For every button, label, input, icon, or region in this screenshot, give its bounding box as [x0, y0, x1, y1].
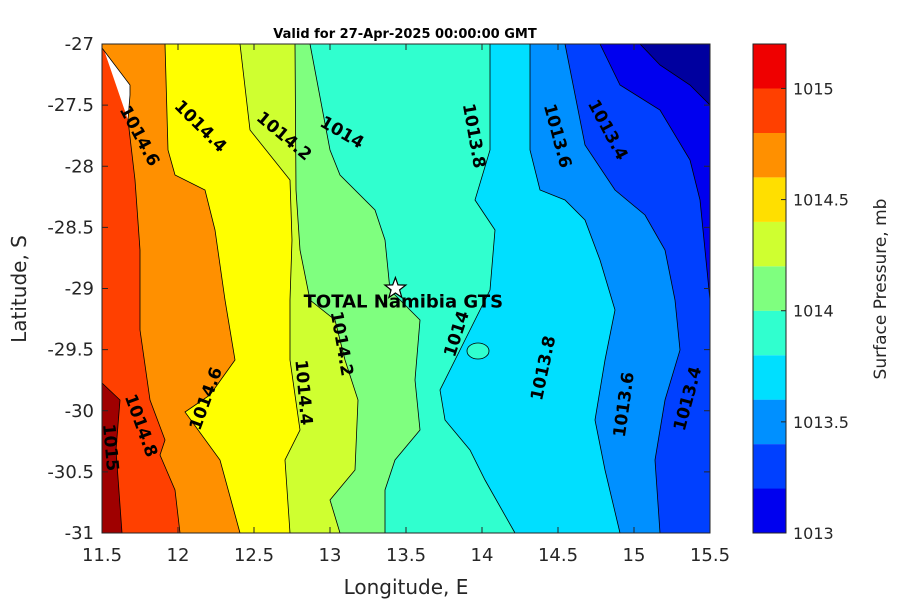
x-tick-label: 14.5 — [538, 545, 578, 566]
colorbar-segment — [753, 44, 786, 89]
colorbar-segment — [753, 399, 786, 445]
band-below-1013 — [640, 44, 710, 105]
band-1013-6 — [440, 44, 620, 533]
y-tick-label: -30.5 — [47, 462, 94, 483]
band-1014-2 — [240, 44, 358, 533]
y-axis-title: Latitude, S — [7, 235, 31, 343]
colorbar-frame — [752, 43, 787, 534]
small-high-cell — [466, 342, 490, 360]
colorbar: 1015 1014.5 1014 1013.5 1013 — [752, 43, 849, 543]
contour-1014-6 — [164, 43, 241, 534]
band-1014-8 — [102, 44, 180, 533]
contour-1013-2 — [599, 43, 711, 301]
colorbar-tick-label: 1015 — [793, 79, 834, 98]
y-tick-label: -30 — [65, 401, 94, 422]
contour-1014-8 — [101, 47, 181, 534]
y-tick-label: -31 — [65, 523, 94, 544]
x-tick-label: 15 — [623, 545, 646, 566]
colorbar-tick-label: 1014 — [793, 302, 834, 321]
contour-1014 — [309, 43, 421, 533]
colorbar-segment — [753, 310, 786, 356]
contour-1015 — [101, 382, 123, 534]
x-tick-label: 13.5 — [386, 545, 426, 566]
x-tick-label: 13 — [319, 545, 342, 566]
y-tick-label: -29.5 — [47, 340, 94, 361]
band-1013-8 — [310, 44, 515, 533]
contour-1013-6 — [529, 44, 621, 534]
contour-1014-4 — [239, 43, 301, 534]
band-1014 — [295, 44, 420, 533]
band-1013-2 — [565, 44, 710, 533]
y-tick-label: -27 — [65, 34, 94, 55]
x-tick-label: 12 — [167, 545, 190, 566]
chart-title: Valid for 27-Apr-2025 00:00:00 GMT — [273, 27, 537, 42]
colorbar-segment — [753, 221, 786, 267]
band-1015-plus — [102, 383, 122, 533]
y-tick-label: -27.5 — [47, 95, 94, 116]
band-1014-4 — [165, 44, 300, 533]
axes: 11.5 12 12.5 13 13.5 14 14.5 15 15.5 -27 -27.5 -28 -… — [47, 34, 730, 566]
colorbar-segment — [753, 355, 786, 400]
plot-area: 1014.6 1014.4 1014.2 1014 1013.8 1013.6 1013.4… — [98, 43, 711, 534]
colorbar-segment — [753, 266, 786, 311]
colorbar-title: Surface Pressure, mb — [871, 199, 891, 380]
colorbar-tick-label: 1013.5 — [793, 413, 849, 432]
contour-lines — [101, 43, 711, 534]
colorbar-tick-label: 1013 — [793, 524, 834, 543]
y-tick-label: -28 — [65, 156, 94, 177]
contour-1013-4 — [564, 43, 681, 534]
band-1014-6 — [102, 44, 240, 533]
colorbar-tick-label: 1014.5 — [793, 191, 849, 210]
station-star-icon — [383, 275, 408, 299]
colorbar-segment — [753, 88, 786, 133]
x-tick-label: 11.5 — [82, 545, 122, 566]
y-tick-label: -28.5 — [47, 217, 94, 238]
station-marker-group: TOTAL Namibia GTS — [304, 275, 503, 313]
contour-1013-8 — [439, 44, 516, 534]
colorbar-segment — [753, 444, 786, 489]
contour-1014-2 — [294, 43, 359, 534]
contour-1013 — [639, 43, 711, 106]
band-1013-4 — [530, 44, 680, 533]
x-tick-label: 15.5 — [690, 545, 730, 566]
colorbar-segment — [753, 132, 786, 178]
station-label: TOTAL Namibia GTS — [304, 292, 503, 313]
colorbar-segment — [753, 177, 786, 222]
x-tick-label: 14 — [471, 545, 494, 566]
x-axis-title: Longitude, E — [344, 575, 469, 599]
x-tick-label: 12.5 — [234, 545, 274, 566]
band-1013 — [600, 44, 710, 300]
y-tick-label: -29 — [65, 279, 94, 300]
colorbar-segment — [753, 488, 786, 533]
